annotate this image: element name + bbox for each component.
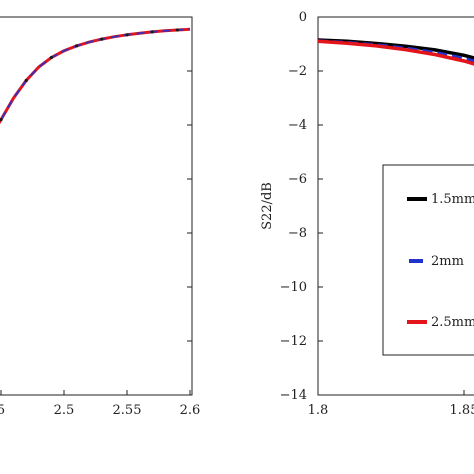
left-chart-panel: 5 2.5 2.55 2.6 [0, 16, 200, 418]
right-y-tick-label: −14 [280, 388, 307, 403]
left-x-tick-label: 2.5 [54, 403, 75, 418]
left-plot-frame [0, 16, 193, 396]
right-series-line-1-5mm [317, 38, 474, 60]
right-x-tick-label: 1.85 [450, 403, 474, 418]
left-series-marker [125, 33, 129, 37]
left-x-tick-label: 2.6 [180, 403, 201, 418]
right-x-tick-label: 1.8 [308, 403, 329, 418]
left-series-blue-dashed-line [0, 28, 191, 124]
left-series-marker [100, 37, 104, 41]
left-series-marker [0, 118, 3, 122]
right-y-tick-label: −6 [288, 172, 307, 187]
left-x-tick-label: 2.55 [113, 403, 142, 418]
right-y-tick-label: −8 [288, 226, 307, 241]
left-series-red-line [0, 27, 191, 125]
legend: 1.5mm 2mm 2.5mm [382, 164, 474, 356]
right-series-line-2-5mm [317, 39, 474, 66]
legend-label-2mm: 2mm [431, 254, 464, 269]
left-x-tick-label: 5 [0, 403, 5, 418]
right-y-tick-label: −2 [288, 64, 307, 79]
legend-box [382, 164, 474, 356]
right-y-tick-label: −4 [288, 118, 307, 133]
right-series-group [317, 38, 474, 66]
right-y-tick-label: −12 [280, 334, 307, 349]
right-y-tick-label: 0 [299, 10, 307, 25]
left-series-marker [49, 55, 54, 60]
legend-label-2-5mm: 2.5mm [431, 315, 474, 330]
right-plot-frame [317, 16, 474, 396]
left-x-tick-labels: 5 2.5 2.55 2.6 [0, 390, 200, 418]
left-series-marker [24, 78, 28, 83]
legend-label-1-5mm: 1.5mm [431, 192, 474, 207]
left-series-group [0, 27, 191, 125]
left-series-marker [75, 44, 79, 48]
right-x-tick-labels: 1.8 1.85 [308, 390, 474, 418]
left-y-ticks [187, 70, 192, 342]
left-series-marker [175, 28, 179, 32]
right-chart-panel: 1.8 1.85 0 −2 −4 −6 −8 −10 −12 −14 S22/dB 1.5mm … [260, 10, 474, 418]
left-series-marker [150, 30, 154, 34]
y-axis-label: S22/dB [260, 182, 275, 230]
right-y-tick-labels: 0 −2 −4 −6 −8 −10 −12 −14 [280, 10, 323, 403]
right-y-tick-label: −10 [280, 280, 307, 295]
